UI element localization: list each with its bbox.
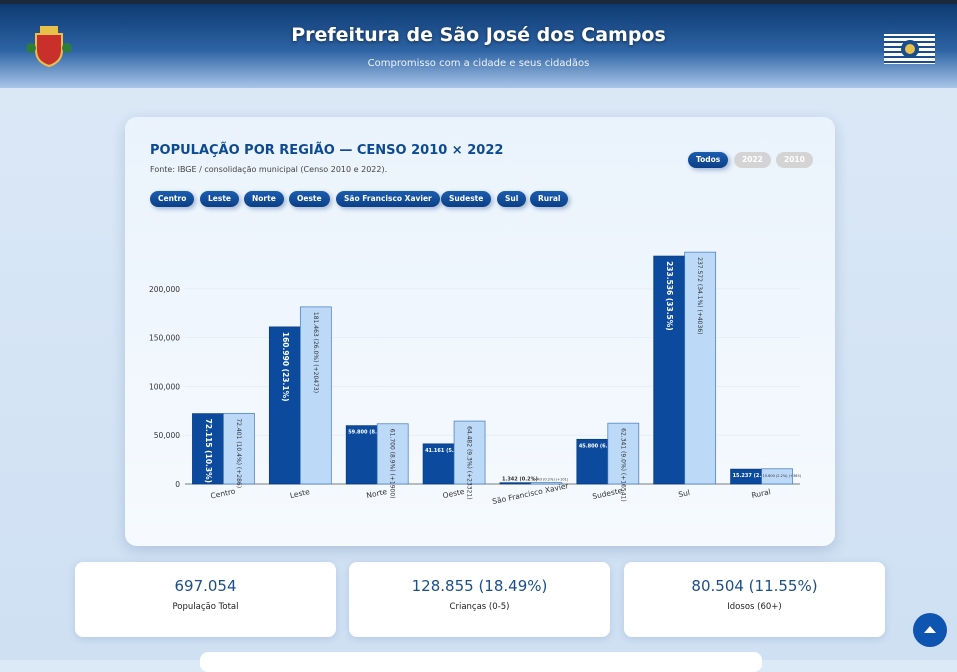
value-label: 41.161 (5.9%) — [425, 448, 464, 454]
flag — [884, 34, 935, 64]
year-filter[interactable]: Todos — [688, 152, 729, 168]
bar — [422, 443, 455, 485]
region-filter[interactable]: Oeste — [289, 191, 330, 207]
coat-of-arms — [26, 26, 72, 68]
bar — [223, 412, 255, 485]
year-filter[interactable]: 2022 — [734, 152, 771, 168]
x-tick-label: São Francisco Xavier — [491, 481, 570, 506]
region-filter[interactable]: Rural — [530, 191, 569, 207]
stat-card: 697.054 População Total — [75, 562, 336, 637]
bar — [576, 438, 609, 485]
value-label: 15.600 (2.2%) (+363) — [763, 474, 802, 478]
chart: 0 50,000 100,000 150,000 200,000 Centro 72.115… — [149, 251, 802, 506]
bar — [530, 482, 563, 485]
stat-label: Crianças (0-5) — [449, 602, 510, 612]
bar — [192, 413, 224, 485]
bar — [684, 251, 717, 485]
x-tick-label: Leste — [289, 487, 311, 500]
bar — [345, 425, 378, 485]
y-tick-label: 0 — [175, 480, 180, 489]
y-tick-label: 50,000 — [154, 431, 180, 440]
stat-value: 128.855 (18.49%) — [411, 577, 548, 595]
bar — [499, 482, 532, 485]
y-tick-label: 200,000 — [149, 285, 180, 294]
page-title: Prefeitura de São José dos Campos — [291, 24, 666, 46]
y-tick-label: 150,000 — [149, 334, 180, 343]
bar — [761, 468, 793, 485]
year-filter[interactable]: 2010 — [776, 152, 813, 168]
value-label: 1.342 (0.2%) — [502, 477, 538, 483]
region-filter[interactable]: São Francisco Xavier — [336, 191, 440, 207]
x-tick-label: Sul — [678, 488, 691, 499]
x-tick-label: Centro — [210, 486, 237, 500]
stat-value: 80.504 (11.55%) — [691, 577, 818, 595]
stat-label: Idosos (60+) — [727, 602, 782, 612]
x-tick-label: Sudeste — [592, 486, 624, 501]
chart-title: POPULAÇÃO POR REGIÃO — CENSO 2010 × 2022 — [150, 143, 504, 158]
region-filter[interactable]: Sul — [497, 191, 527, 207]
header: Prefeitura de São José dos Campos Compro… — [0, 0, 957, 88]
chart-source: Fonte: IBGE / consolidação municipal (Ce… — [150, 165, 388, 174]
bar — [607, 422, 640, 485]
chart-card: POPULAÇÃO POR REGIÃO — CENSO 2010 × 2022… — [125, 117, 835, 546]
bar — [268, 326, 301, 485]
y-tick-label: 100,000 — [149, 382, 180, 391]
value-label: 72.401 (10.4%) (+286) — [235, 418, 242, 488]
stat-card: 80.504 (11.55%) Idosos (60+) — [624, 562, 885, 637]
x-tick-label: Oeste — [442, 487, 466, 500]
value-label: 181.463 (26.0%) (+20473) — [312, 312, 319, 393]
value-label: 15.237 (2.2%) — [733, 473, 772, 479]
region-filter[interactable]: Sudeste — [441, 191, 492, 207]
scroll-top-button[interactable] — [912, 612, 948, 648]
value-label: 61.700 (8.9%) (+1900) — [389, 429, 396, 499]
value-label: 62.341 (9.0%) (+16541) — [619, 428, 626, 502]
x-tick-label: Rural — [751, 487, 772, 500]
value-label: 72.115 (10.3%) — [204, 419, 213, 483]
x-tick-label: Norte — [366, 487, 389, 500]
stat-card: 128.855 (18.49%) Crianças (0-5) — [349, 562, 610, 637]
stat-label: População Total — [172, 602, 239, 612]
region-filter[interactable]: Centro — [150, 191, 195, 207]
bar — [653, 255, 686, 485]
value-label: 45.800 (6.6%) — [579, 443, 618, 449]
value-label: 233.536 (33.5%) — [665, 261, 674, 331]
value-label: 59.800 (8.6%) — [348, 430, 387, 436]
header-icons — [26, 26, 935, 68]
value-label: 1.443 (0.2%) (+101) — [532, 478, 569, 482]
stat-value: 697.054 — [174, 577, 237, 595]
region-filter[interactable]: Norte — [244, 191, 284, 207]
value-label: 64.482 (9.3%) (+23321) — [466, 426, 473, 500]
next-card — [200, 652, 762, 672]
bar — [299, 306, 332, 485]
region-filter[interactable]: Leste — [200, 191, 240, 207]
value-label: 237.572 (34.1%) (+4036) — [696, 257, 703, 334]
page-subtitle: Compromisso com a cidade e seus cidadãos — [367, 58, 590, 69]
value-label: 160.990 (23.1%) — [281, 332, 290, 402]
bar — [453, 420, 486, 485]
bar — [376, 423, 409, 485]
